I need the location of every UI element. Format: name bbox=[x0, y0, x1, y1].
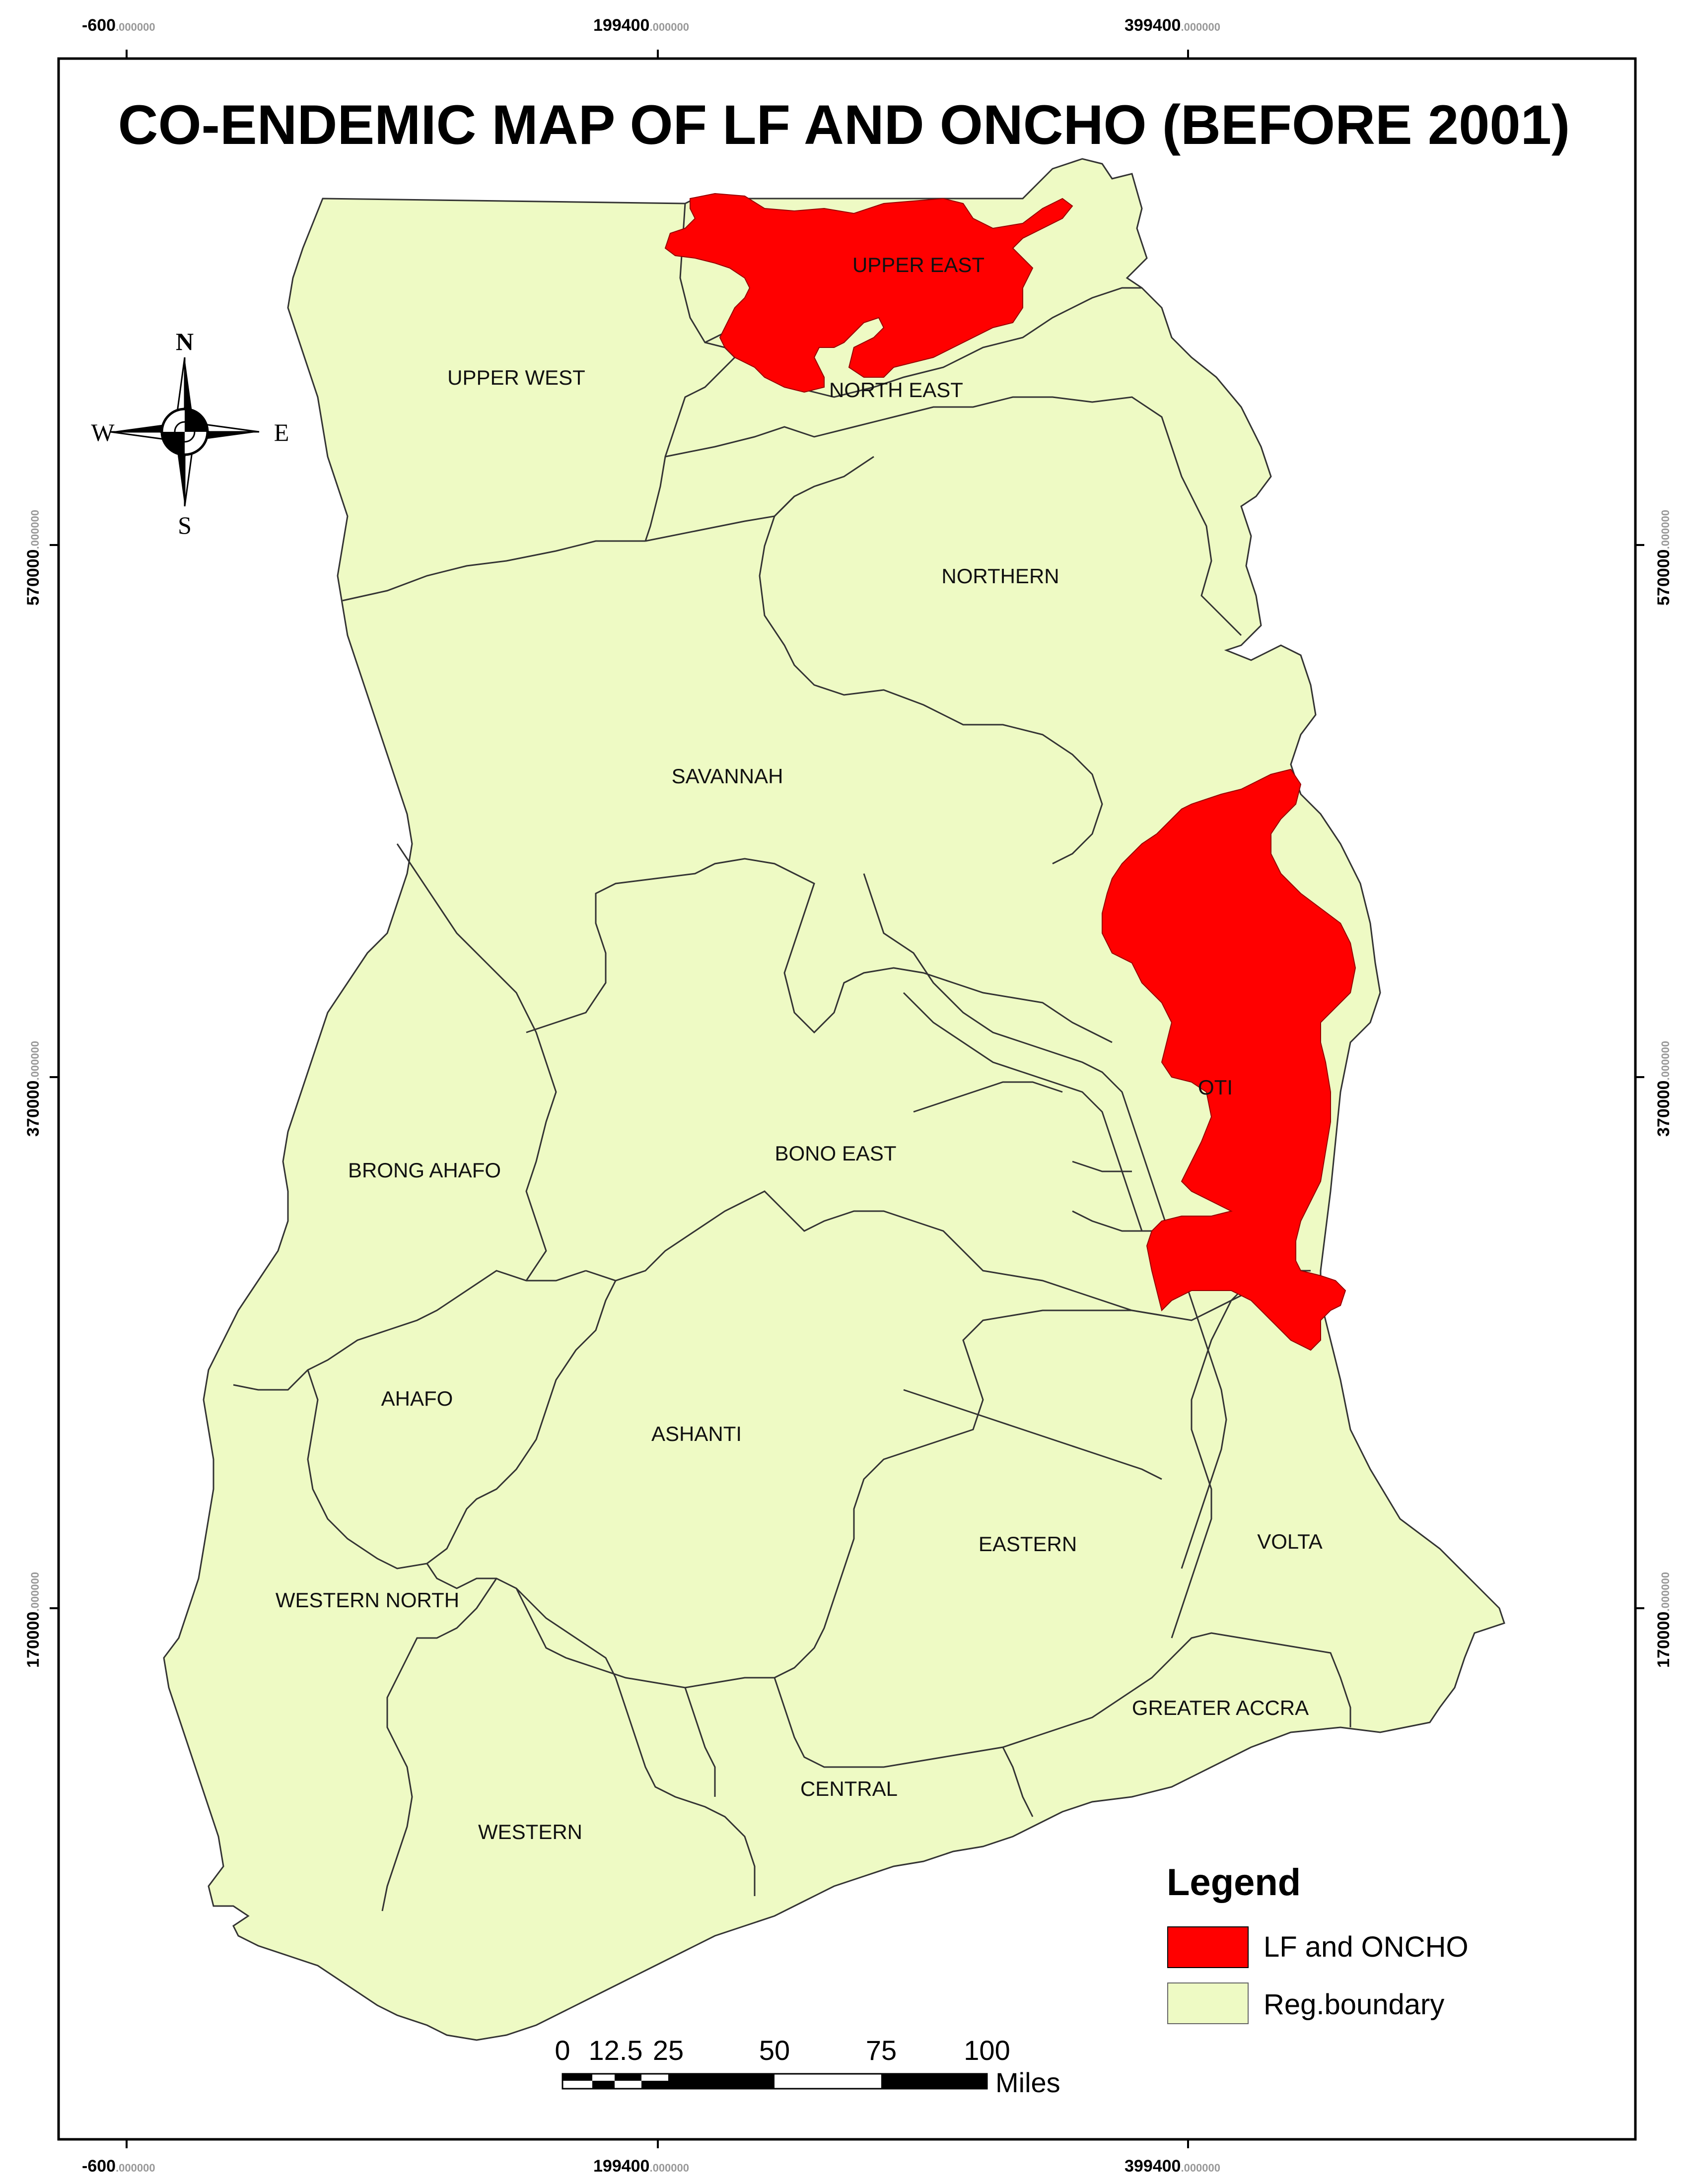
region-label-western-north: WESTERN NORTH bbox=[276, 1588, 459, 1612]
co-endemic-oti bbox=[1102, 768, 1356, 1351]
grid-ticks bbox=[50, 50, 1644, 2148]
region-label-eastern: EASTERN bbox=[979, 1532, 1077, 1556]
region-label-savannah: SAVANNAH bbox=[672, 764, 783, 788]
region-label-oti: OTI bbox=[1198, 1076, 1233, 1099]
region-label-ahafo: AHAFO bbox=[381, 1387, 453, 1410]
scale-label-25: 25 bbox=[653, 2035, 684, 2066]
scale-label-100: 100 bbox=[964, 2035, 1010, 2066]
y-tick-right-1: 570000.000000 bbox=[1654, 510, 1673, 606]
compass-e: E bbox=[274, 418, 289, 446]
scale-label-75: 75 bbox=[866, 2035, 897, 2066]
x-tick-bottom-1: -600.000000 bbox=[82, 2157, 155, 2176]
region-label-greater-accra: GREATER ACCRA bbox=[1132, 1696, 1309, 1719]
compass-n: N bbox=[176, 328, 194, 355]
legend-swatch-reg-boundary bbox=[1167, 1982, 1249, 2024]
map-title: CO-ENDEMIC MAP OF LF AND ONCHO (BEFORE 2… bbox=[118, 94, 1570, 156]
legend: Legend LF and ONCHO Reg.boundary bbox=[1167, 1861, 1469, 2024]
y-tick-right-3: 170000.000000 bbox=[1654, 1572, 1673, 1668]
legend-label-reg-boundary: Reg.boundary bbox=[1264, 1988, 1444, 2021]
scale-unit: Miles bbox=[995, 2067, 1060, 2098]
legend-swatch-lf-oncho bbox=[1167, 1926, 1249, 1968]
legend-label-lf-oncho: LF and ONCHO bbox=[1264, 1931, 1469, 1963]
y-tick-left-2: 370000.000000 bbox=[24, 1041, 43, 1137]
y-tick-left-1: 570000.000000 bbox=[24, 510, 43, 606]
region-label-volta: VOLTA bbox=[1257, 1530, 1322, 1553]
scale-label-0: 0 bbox=[555, 2035, 570, 2066]
scale-label-50: 50 bbox=[759, 2035, 790, 2066]
region-label-upper-west: UPPER WEST bbox=[447, 366, 585, 389]
region-label-north-east: NORTH EAST bbox=[829, 378, 963, 402]
region-label-central: CENTRAL bbox=[800, 1777, 898, 1800]
co-endemic-upper-east bbox=[664, 193, 1073, 393]
ghana-landmass bbox=[163, 158, 1505, 2041]
x-tick-top-3: 399400.000000 bbox=[1125, 16, 1220, 35]
region-label-western: WESTERN bbox=[478, 1820, 582, 1843]
region-label-upper-east: UPPER EAST bbox=[852, 253, 985, 276]
region-label-ashanti: ASHANTI bbox=[651, 1422, 742, 1445]
x-tick-bottom-3: 399400.000000 bbox=[1125, 2157, 1220, 2176]
x-tick-top-1: -600.000000 bbox=[82, 16, 155, 35]
region-label-northern: NORTHERN bbox=[941, 564, 1059, 588]
scale-bar: 0 12.5 25 50 75 100 Miles bbox=[555, 2035, 1060, 2098]
y-tick-right-2: 370000.000000 bbox=[1654, 1041, 1673, 1137]
compass-w: W bbox=[91, 418, 115, 446]
y-tick-left-3: 170000.000000 bbox=[24, 1572, 43, 1668]
compass-s: S bbox=[178, 511, 192, 539]
region-label-bono-east: BONO EAST bbox=[774, 1142, 896, 1165]
compass-rose-icon: N S E W bbox=[91, 328, 289, 539]
legend-title: Legend bbox=[1167, 1861, 1301, 1904]
x-tick-top-2: 199400.000000 bbox=[593, 16, 689, 35]
region-label-brong-ahafo: BRONG AHAFO bbox=[348, 1159, 501, 1182]
x-tick-bottom-2: 199400.000000 bbox=[593, 2157, 689, 2176]
scale-label-12-5: 12.5 bbox=[589, 2035, 643, 2066]
